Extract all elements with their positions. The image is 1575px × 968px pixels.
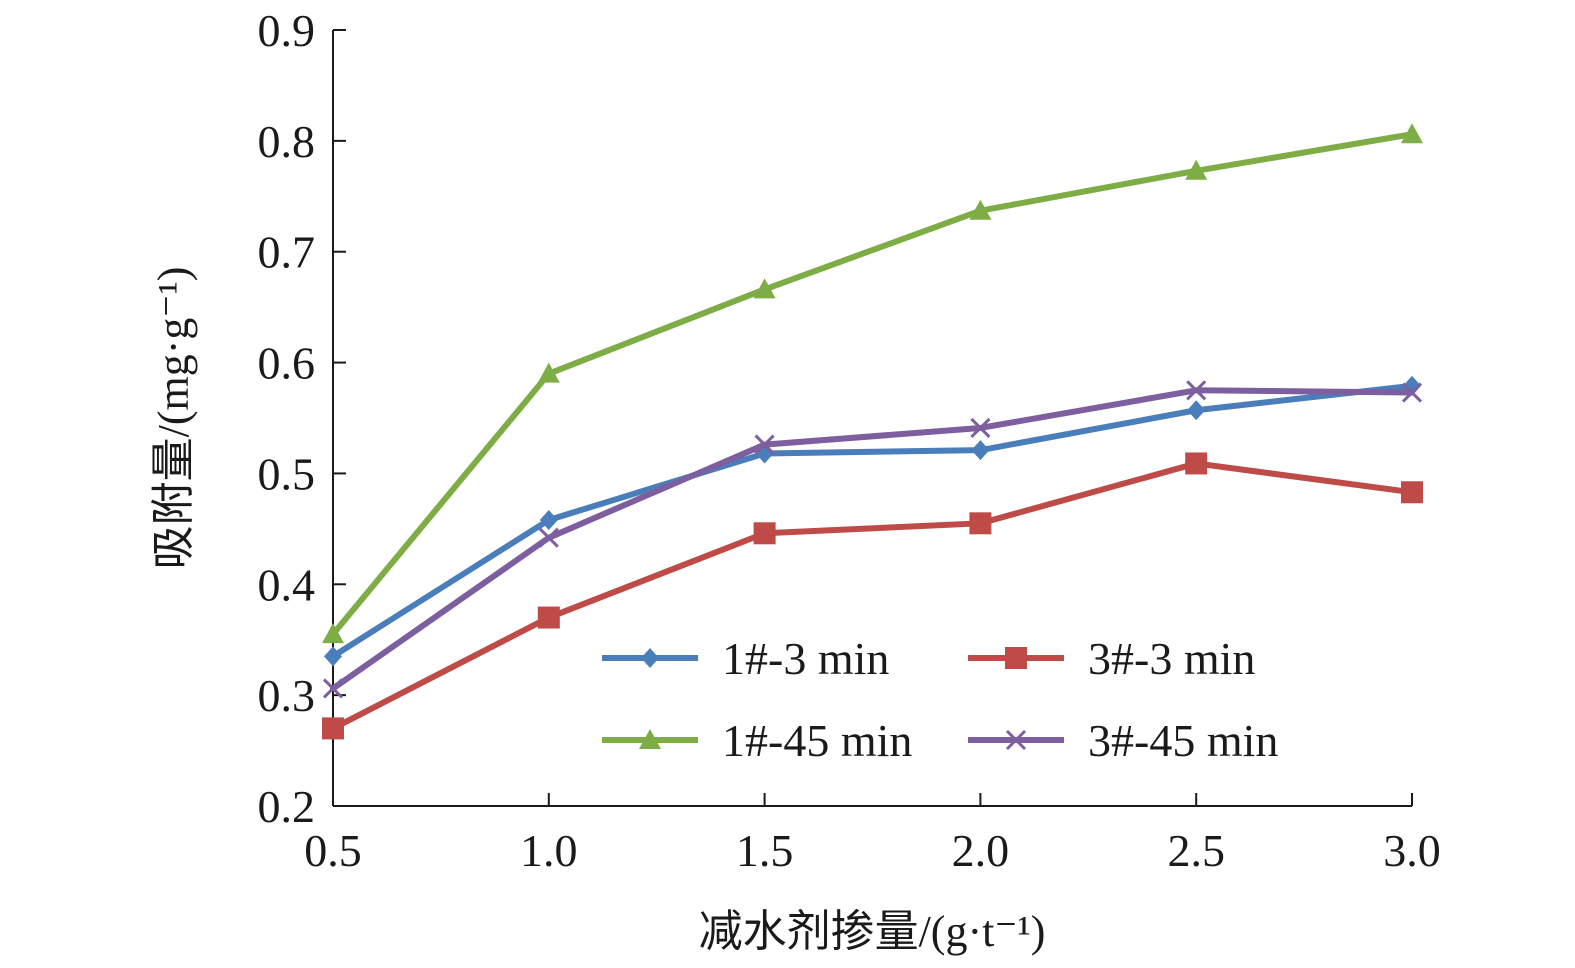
series-4 xyxy=(322,380,1423,699)
data-point xyxy=(753,278,776,299)
x-tick-label: 2.0 xyxy=(952,825,1010,876)
y-tick-label: 0.5 xyxy=(258,448,316,499)
x-tick-label: 2.5 xyxy=(1167,825,1225,876)
data-point xyxy=(537,606,560,629)
series-line xyxy=(330,382,1415,660)
axes xyxy=(332,30,1412,807)
legend-item: 1#-45 min xyxy=(602,715,912,766)
series-line xyxy=(330,460,1415,732)
series-line xyxy=(330,131,1415,638)
legend-item: 3#-45 min xyxy=(968,715,1278,766)
series-2 xyxy=(322,452,1423,740)
legend-label: 1#-3 min xyxy=(722,633,889,684)
x-tick-label: 0.5 xyxy=(304,825,362,876)
data-point xyxy=(322,678,344,699)
x-ticks: 0.5 1.0 1.5 2.0 2.5 3.0 xyxy=(304,793,1441,876)
data-point xyxy=(539,509,558,530)
data-point xyxy=(969,512,992,535)
y-tick-label: 0.2 xyxy=(258,781,316,832)
y-tick-label: 0.7 xyxy=(258,227,316,278)
y-tick-label: 0.3 xyxy=(258,670,316,721)
data-point xyxy=(324,646,342,667)
y-tick-label: 0.4 xyxy=(258,559,316,610)
data-point xyxy=(1186,380,1207,401)
legend-label: 3#-45 min xyxy=(1088,715,1278,766)
y-axis-title: 吸附量/(mg·g⁻¹) xyxy=(149,267,198,570)
y-tick-label: 0.9 xyxy=(258,5,316,56)
data-point xyxy=(322,717,344,740)
data-point xyxy=(969,199,992,220)
data-point xyxy=(754,434,775,455)
data-point xyxy=(753,522,776,545)
series-3 xyxy=(322,123,1423,644)
legend-marker xyxy=(641,648,659,668)
data-point xyxy=(537,362,560,383)
data-point xyxy=(970,417,991,439)
legend-label: 3#-3 min xyxy=(1088,633,1255,684)
data-point xyxy=(1185,159,1208,180)
x-tick-label: 1.0 xyxy=(520,825,578,876)
data-point xyxy=(971,440,990,461)
data-point xyxy=(1187,400,1206,421)
data-point xyxy=(1401,481,1423,504)
series-line xyxy=(330,387,1415,692)
legend-marker xyxy=(1005,647,1027,669)
y-ticks: 0.2 0.3 0.4 0.5 0.6 0.7 0.8 0.9 xyxy=(258,5,346,832)
x-tick-label: 1.5 xyxy=(736,825,794,876)
data-point xyxy=(1185,452,1208,475)
legend-marker xyxy=(1005,729,1027,751)
data-point xyxy=(322,623,344,644)
data-point xyxy=(1401,382,1423,403)
series-1 xyxy=(324,375,1421,667)
legend: 1#-3 min 3#-3 min 1#-45 min 3#-45 min xyxy=(602,633,1278,766)
legend-label: 1#-45 min xyxy=(722,715,912,766)
y-tick-label: 0.8 xyxy=(258,116,316,167)
y-tick-label: 0.6 xyxy=(258,338,316,389)
data-point xyxy=(1401,123,1423,144)
legend-marker xyxy=(639,729,661,749)
x-axis-title: 减水剂掺量/(g·t⁻¹) xyxy=(699,907,1046,956)
legend-item: 1#-3 min xyxy=(602,633,889,684)
legend-item: 3#-3 min xyxy=(968,633,1255,684)
x-tick-label: 3.0 xyxy=(1383,825,1441,876)
data-point xyxy=(538,527,559,548)
series-group xyxy=(322,123,1423,740)
